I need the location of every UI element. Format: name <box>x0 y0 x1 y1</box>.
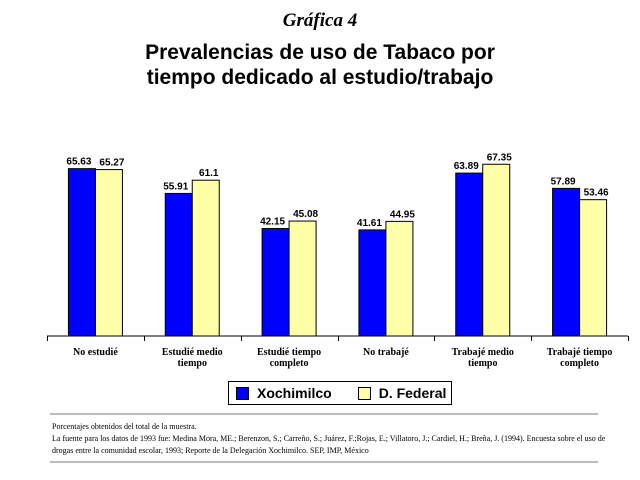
bar <box>191 179 220 337</box>
bar <box>94 169 123 337</box>
data-label: 45.08 <box>293 209 318 220</box>
x-tick-label: Trabajé tiempo <box>547 347 613 358</box>
note-sample: Porcentajes obtenidos del total de la mu… <box>52 422 197 431</box>
x-tick-label: No trabajé <box>363 347 409 358</box>
chart-title-line-2: tiempo dedicado al estudio/trabajo <box>146 66 494 89</box>
x-tick-label: No estudié <box>73 347 118 358</box>
data-label: 41.61 <box>357 218 382 229</box>
bar <box>288 220 317 337</box>
divider-bottom <box>50 461 598 463</box>
chart-title: Prevalencias de uso de Tabaco por tiempo… <box>0 40 640 90</box>
chart-legend: Xochimilco D. Federal <box>228 381 452 405</box>
bar <box>552 187 581 337</box>
data-label: 55.91 <box>163 181 188 192</box>
data-label: 67.35 <box>487 152 512 163</box>
data-label: 44.95 <box>390 209 415 220</box>
bar <box>164 192 193 337</box>
bar <box>385 220 414 337</box>
x-tick-label: completo <box>270 358 309 369</box>
legend-label-xochimilco: Xochimilco <box>257 385 332 401</box>
x-tick-label: completo <box>560 358 599 369</box>
source-notes: Porcentajes obtenidos del total de la mu… <box>52 421 612 457</box>
data-label: 65.27 <box>99 158 124 169</box>
legend-swatch-d-federal <box>357 386 371 400</box>
bar <box>358 229 387 337</box>
legend-label-d-federal: D. Federal <box>378 385 447 401</box>
data-label: 57.89 <box>551 176 576 187</box>
chart-label: Gráfica 4 <box>282 10 358 31</box>
note-source: La fuente para los datos de 1993 fue: Me… <box>52 434 606 455</box>
data-label: 53.46 <box>584 188 609 199</box>
bar <box>261 228 290 337</box>
bar <box>579 199 608 337</box>
data-label: 65.63 <box>66 157 91 168</box>
legend-swatch-xochimilco <box>236 386 249 400</box>
x-tick-label: Estudié tiempo <box>257 347 321 358</box>
chart-title-line-1: Prevalencias de uso de Tabaco por <box>145 41 495 64</box>
bar <box>455 172 484 337</box>
x-tick-label: Trabajé medio <box>452 347 514 358</box>
divider-top <box>50 413 598 415</box>
bar <box>67 168 96 337</box>
x-tick-label: tiempo <box>468 358 497 369</box>
data-label: 61.1 <box>199 168 219 179</box>
x-tick-label: Estudié medio <box>162 347 223 358</box>
bar <box>482 163 511 337</box>
legend-item-d-federal: D. Federal <box>357 385 447 401</box>
x-tick-label: tiempo <box>178 358 207 369</box>
data-label: 63.89 <box>454 161 479 172</box>
data-label: 42.15 <box>260 217 285 228</box>
legend-item-xochimilco: Xochimilco <box>236 385 332 401</box>
